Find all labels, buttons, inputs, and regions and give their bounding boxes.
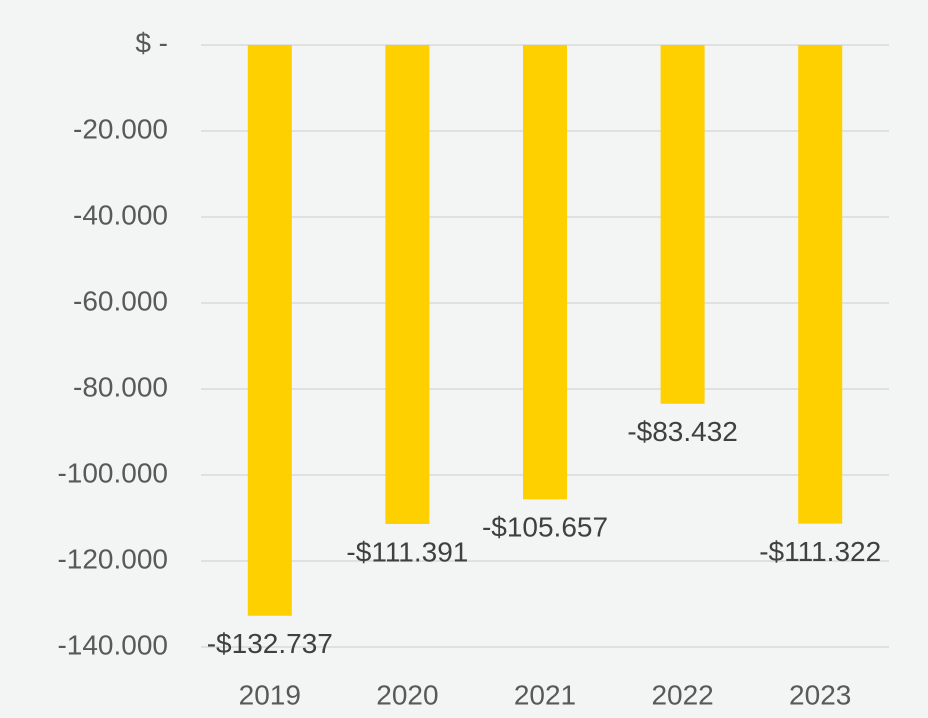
- data-label: -$132.737: [207, 628, 333, 659]
- y-tick-label: -60.000: [73, 285, 168, 316]
- data-label: -$111.322: [759, 536, 881, 567]
- bar: [798, 45, 843, 524]
- y-tick-label: -20.000: [73, 113, 168, 144]
- data-label: -$105.657: [482, 512, 608, 543]
- y-tick-label: -80.000: [73, 371, 168, 402]
- x-tick-label: 2021: [514, 679, 576, 710]
- x-tick-label: 2019: [239, 679, 301, 710]
- bar: [385, 45, 430, 524]
- y-tick-label: -100.000: [57, 457, 168, 488]
- bar: [247, 45, 292, 616]
- y-tick-label: $ -: [135, 27, 168, 58]
- x-tick-label: 2022: [651, 679, 713, 710]
- x-tick-label: 2020: [376, 679, 438, 710]
- bar: [523, 45, 567, 500]
- bar: [660, 45, 705, 404]
- y-tick-label: -40.000: [73, 199, 168, 230]
- y-tick-label: -140.000: [57, 629, 168, 660]
- data-label: -$83.432: [627, 416, 738, 447]
- y-tick-label: -120.000: [57, 543, 168, 574]
- x-tick-label: 2023: [789, 679, 851, 710]
- data-label: -$111.391: [346, 536, 468, 567]
